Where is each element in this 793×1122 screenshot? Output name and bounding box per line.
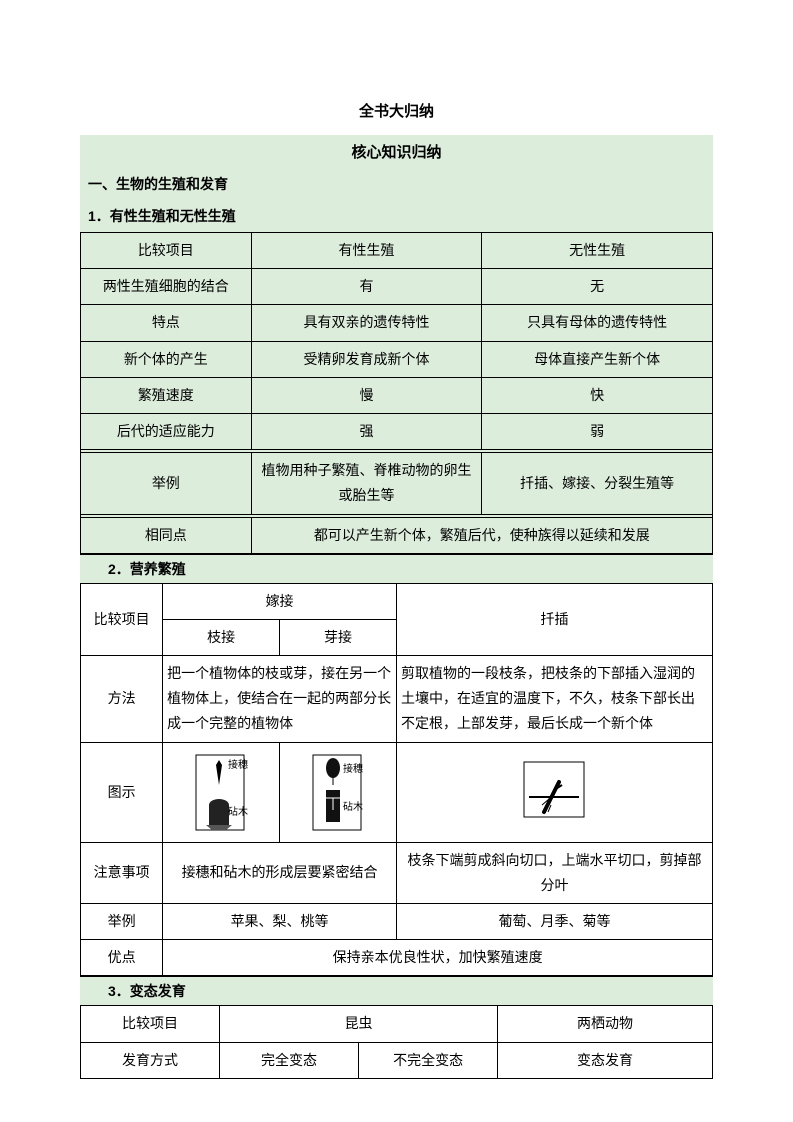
table-sexual-asexual: 比较项目 有性生殖 无性生殖 两性生殖细胞的结合 有 无 特点 具有双亲的遗传特… (80, 232, 713, 554)
t1-r0c3: 无 (482, 269, 713, 305)
diagram-bud-graft: 接穗 砧木 (280, 742, 397, 842)
t3-r1c1: 发育方式 (81, 1042, 220, 1078)
t1-r1c1: 特点 (81, 305, 252, 341)
t3-h1: 比较项目 (81, 1006, 220, 1042)
t3-h3: 两栖动物 (498, 1006, 713, 1042)
svg-text:砧木: 砧木 (343, 800, 363, 813)
cutting-icon (504, 757, 604, 827)
t1-r5c2: 植物用种子繁殖、脊椎动物的卵生或胎生等 (251, 453, 482, 514)
t2-r-example: 举例 (81, 904, 163, 940)
t1-r6c1: 相同点 (81, 517, 252, 553)
t1-r6c23: 都可以产生新个体，繁殖后代，使种族得以延续和发展 (251, 517, 712, 553)
t2-h-item: 比较项目 (81, 583, 163, 655)
t1-r2c2: 受精卵发育成新个体 (251, 341, 482, 377)
t1-r5c1: 举例 (81, 453, 252, 514)
section-title: 核心知识归纳 (80, 135, 713, 168)
table-vegetative: 比较项目 嫁接 扦插 枝接 芽接 方法 把一个植物体的枝或芽，接在另一个植物体上… (80, 583, 713, 977)
t2-r-diagram: 图示 (81, 742, 163, 842)
t2-ex-cut: 葡萄、月季、菊等 (396, 904, 712, 940)
t1-r4c1: 后代的适应能力 (81, 413, 252, 449)
t2-h-bud: 芽接 (280, 619, 397, 655)
t1-h2: 有性生殖 (251, 233, 482, 269)
t1-r2c1: 新个体的产生 (81, 341, 252, 377)
t1-h3: 无性生殖 (482, 233, 713, 269)
t2-adv-text: 保持亲本优良性状，加快繁殖速度 (163, 940, 713, 976)
diagram-branch-graft: 接穗 砧木 (163, 742, 280, 842)
t2-h-graft: 嫁接 (163, 583, 397, 619)
t2-r-method: 方法 (81, 656, 163, 743)
t1-r3c2: 慢 (251, 377, 482, 413)
t2-ex-graft: 苹果、梨、桃等 (163, 904, 397, 940)
t2-h-cut: 扦插 (396, 583, 712, 655)
t2-notes-cut: 枝条下端剪成斜向切口，上端水平切口，剪掉部分叶 (396, 842, 712, 903)
t2-method-graft: 把一个植物体的枝或芽，接在另一个植物体上，使结合在一起的两部分长成一个完整的植物… (163, 656, 397, 743)
t3-r1c2: 完全变态 (220, 1042, 359, 1078)
subheading-1: 1．有性生殖和无性生殖 (80, 200, 713, 232)
svg-text:接穗: 接穗 (228, 758, 248, 771)
t2-method-cut: 剪取植物的一段枝条，把枝条的下部插入湿润的土壤中，在适宜的温度下，不久，枝条下部… (396, 656, 712, 743)
bud-graft-icon: 接穗 砧木 (303, 750, 373, 835)
t1-r3c1: 繁殖速度 (81, 377, 252, 413)
svg-text:砧木: 砧木 (228, 805, 248, 818)
heading-1: 一、生物的生殖和发育 (80, 168, 713, 200)
t1-h1: 比较项目 (81, 233, 252, 269)
page-title: 全书大归纳 (80, 100, 713, 121)
t1-r0c2: 有 (251, 269, 482, 305)
t1-r3c3: 快 (482, 377, 713, 413)
svg-text:接穗: 接穗 (343, 762, 363, 775)
t3-h2: 昆虫 (220, 1006, 498, 1042)
t2-notes-graft: 接穗和砧木的形成层要紧密结合 (163, 842, 397, 903)
subheading-3: 3．变态发育 (80, 976, 713, 1005)
t3-r1c3: 不完全变态 (359, 1042, 498, 1078)
t3-r1c4: 变态发育 (498, 1042, 713, 1078)
t2-r-adv: 优点 (81, 940, 163, 976)
table-metamorphosis: 比较项目 昆虫 两栖动物 发育方式 完全变态 不完全变态 变态发育 (80, 1005, 713, 1078)
t2-h-branch: 枝接 (163, 619, 280, 655)
t1-r1c3: 只具有母体的遗传特性 (482, 305, 713, 341)
t1-r2c3: 母体直接产生新个体 (482, 341, 713, 377)
t1-r1c2: 具有双亲的遗传特性 (251, 305, 482, 341)
branch-graft-icon: 接穗 砧木 (186, 750, 256, 835)
subheading-2: 2．营养繁殖 (80, 554, 713, 583)
t1-r5c3: 扦插、嫁接、分裂生殖等 (482, 453, 713, 514)
diagram-cutting (396, 742, 712, 842)
t2-r-notes: 注意事项 (81, 842, 163, 903)
t1-r4c3: 弱 (482, 413, 713, 449)
t1-r4c2: 强 (251, 413, 482, 449)
t1-r0c1: 两性生殖细胞的结合 (81, 269, 252, 305)
